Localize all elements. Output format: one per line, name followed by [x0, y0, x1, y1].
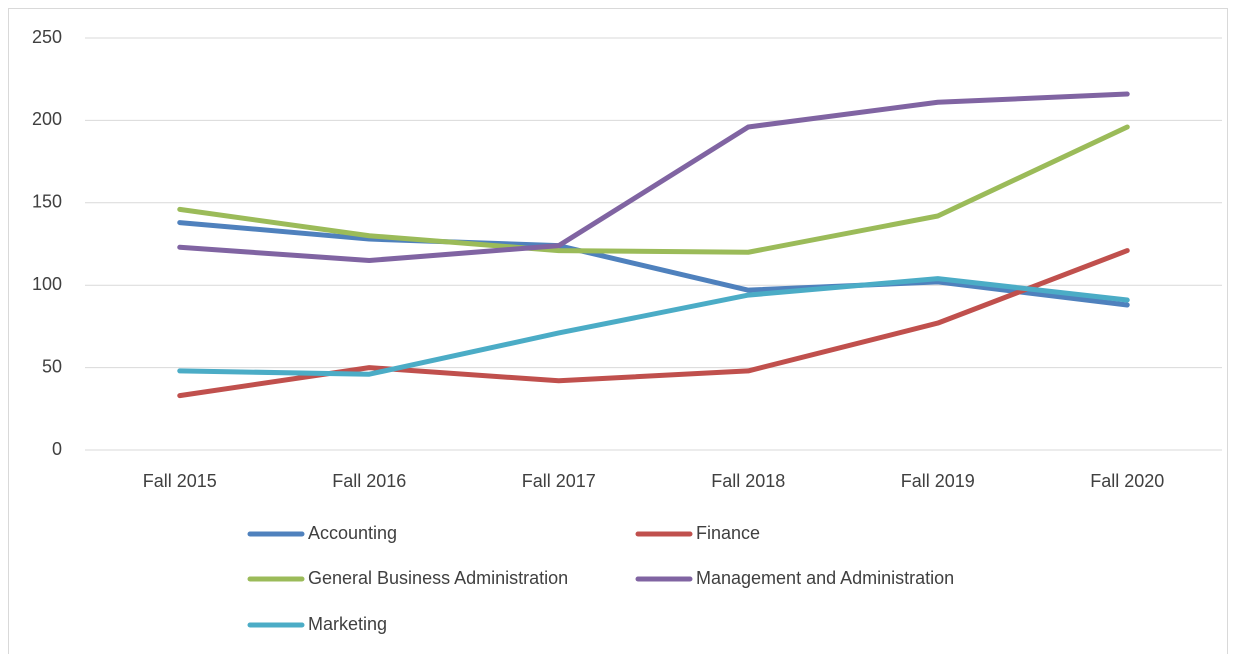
chart-frame — [8, 8, 1228, 654]
legend-label: Marketing — [308, 614, 387, 634]
legend-label: Accounting — [308, 523, 397, 543]
legend-label: General Business Administration — [308, 568, 568, 588]
y-tick-label: 250 — [32, 27, 62, 47]
x-tick-label: Fall 2020 — [1090, 471, 1164, 491]
x-tick-label: Fall 2018 — [711, 471, 785, 491]
y-tick-label: 200 — [32, 109, 62, 129]
legend-label: Finance — [696, 523, 760, 543]
series-line — [177, 124, 1130, 255]
series-line — [177, 220, 1130, 308]
legend-label: Management and Administration — [696, 568, 954, 588]
x-tick-label: Fall 2017 — [522, 471, 596, 491]
x-tick-label: Fall 2019 — [901, 471, 975, 491]
series-line — [177, 276, 1130, 377]
y-tick-label: 0 — [52, 439, 62, 459]
y-tick-label: 150 — [32, 192, 62, 212]
y-tick-label: 100 — [32, 274, 62, 294]
x-tick-label: Fall 2015 — [143, 471, 217, 491]
series-line — [177, 91, 1130, 263]
x-tick-label: Fall 2016 — [332, 471, 406, 491]
y-tick-label: 50 — [42, 356, 62, 376]
